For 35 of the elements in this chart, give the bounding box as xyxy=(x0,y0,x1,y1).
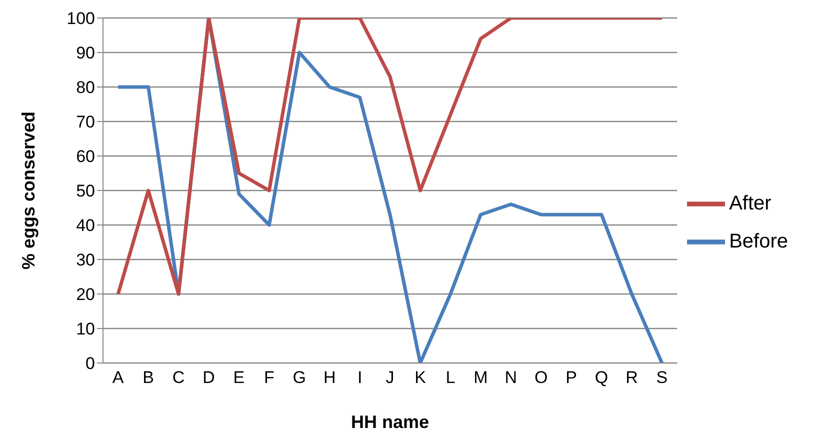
x-tick-label: L xyxy=(446,368,456,388)
x-tick-label: H xyxy=(323,368,336,388)
x-tick-label: N xyxy=(504,368,518,388)
y-tick-label: 50 xyxy=(76,182,95,201)
line-series xyxy=(116,18,664,296)
x-tick-label: C xyxy=(172,368,185,388)
y-tick-label: 60 xyxy=(76,147,95,166)
x-tick-label: M xyxy=(474,368,488,388)
y-tick-label: 70 xyxy=(76,112,95,132)
x-tick-label: D xyxy=(202,368,215,388)
x-tick-label: J xyxy=(386,368,394,388)
y-tick-label: 20 xyxy=(76,285,95,304)
legend-label: Before xyxy=(729,230,788,252)
y-tick-label: 0 xyxy=(86,354,95,374)
x-tick-label: P xyxy=(566,368,577,388)
x-tick-label: Q xyxy=(594,368,608,388)
x-tick-label: G xyxy=(292,368,306,388)
x-tick-label: E xyxy=(233,368,245,388)
y-tick-label: 10 xyxy=(76,320,95,339)
y-tick-label: 80 xyxy=(76,78,95,98)
y-tick-label: 30 xyxy=(76,250,95,270)
x-tick-label: S xyxy=(656,368,668,388)
x-tick-label: B xyxy=(142,368,154,388)
y-tick-label: 40 xyxy=(76,216,95,236)
legend-label: After xyxy=(729,192,772,214)
x-tick-label: F xyxy=(264,368,274,388)
y-axis-title: % eggs conserved xyxy=(18,111,38,270)
x-tick-label: I xyxy=(357,368,362,388)
y-tick-label: 100 xyxy=(66,9,95,28)
y-tick-label: 90 xyxy=(76,44,95,63)
x-tick-label: O xyxy=(534,368,548,388)
x-axis-title: HH name xyxy=(351,412,430,432)
x-tick-label: K xyxy=(414,368,427,388)
x-tick-label: A xyxy=(112,368,124,388)
x-tick-label: R xyxy=(626,368,638,388)
